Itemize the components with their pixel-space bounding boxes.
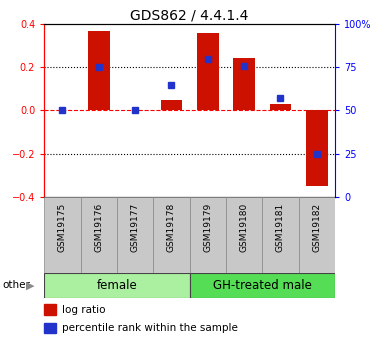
Bar	[190, 273, 335, 298]
Text: other: other	[2, 280, 30, 290]
Text: log ratio: log ratio	[62, 305, 105, 315]
Bar	[233, 58, 255, 110]
Bar	[226, 197, 262, 273]
Text: GSM19181: GSM19181	[276, 203, 285, 252]
Bar	[153, 197, 189, 273]
Text: GSM19178: GSM19178	[167, 203, 176, 252]
Bar	[117, 197, 153, 273]
Bar	[299, 197, 335, 273]
Bar	[44, 197, 80, 273]
Text: GSM19182: GSM19182	[312, 203, 321, 252]
Bar	[161, 100, 182, 110]
Text: percentile rank within the sample: percentile rank within the sample	[62, 323, 238, 333]
Text: GH-treated male: GH-treated male	[213, 279, 312, 292]
Bar	[44, 323, 56, 333]
Text: GSM19176: GSM19176	[94, 203, 103, 252]
Text: GSM19179: GSM19179	[203, 203, 212, 252]
Text: GSM19177: GSM19177	[131, 203, 140, 252]
Bar	[262, 197, 299, 273]
Bar	[270, 104, 291, 110]
Bar	[44, 273, 190, 298]
Text: ▶: ▶	[26, 280, 35, 290]
Bar	[80, 197, 117, 273]
Bar	[88, 31, 110, 110]
Title: GDS862 / 4.4.1.4: GDS862 / 4.4.1.4	[131, 9, 249, 23]
Text: GSM19175: GSM19175	[58, 203, 67, 252]
Text: female: female	[97, 279, 137, 292]
Text: GSM19180: GSM19180	[239, 203, 249, 252]
Bar	[190, 197, 226, 273]
Bar	[306, 110, 328, 186]
Bar	[197, 33, 219, 110]
Bar	[44, 305, 56, 315]
